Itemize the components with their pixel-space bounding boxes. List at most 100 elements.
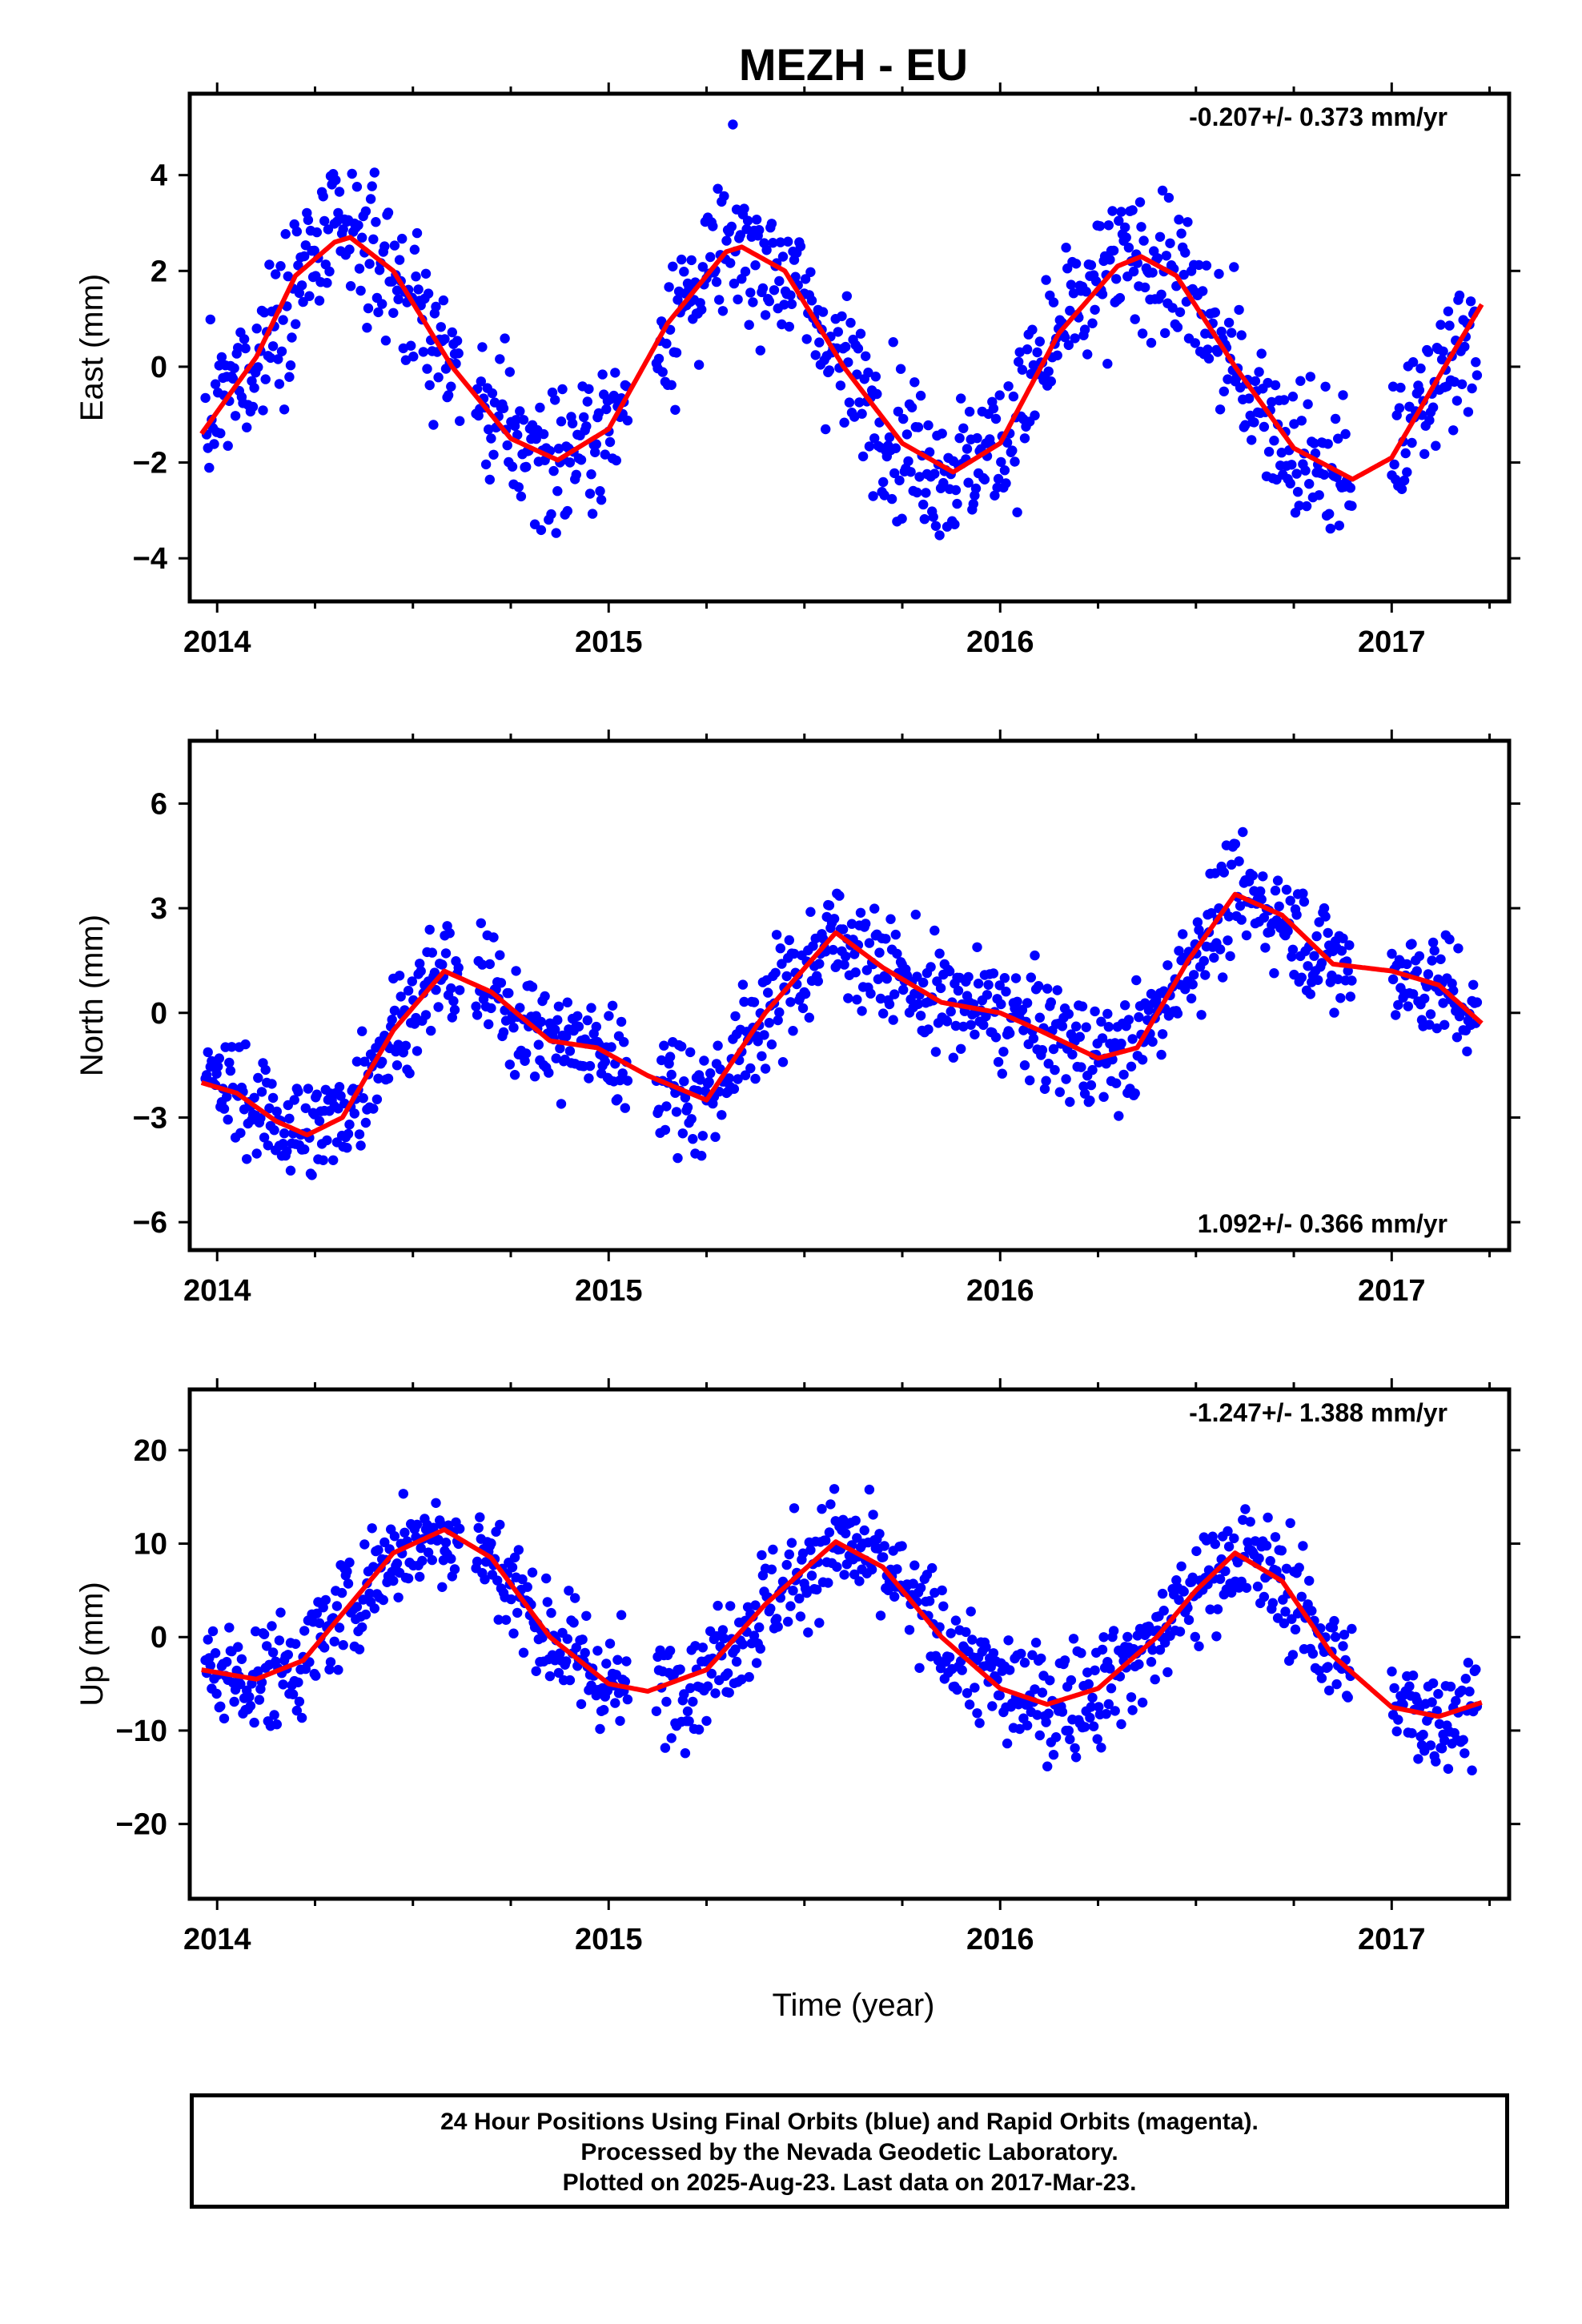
data-point bbox=[972, 1708, 982, 1719]
data-point bbox=[881, 934, 891, 944]
rate-label: 1.092+/- 0.366 mm/yr bbox=[1198, 1209, 1447, 1238]
data-point bbox=[416, 966, 426, 976]
data-point bbox=[1030, 950, 1040, 961]
data-point bbox=[884, 432, 895, 443]
data-point bbox=[1330, 413, 1341, 424]
data-point bbox=[794, 1593, 805, 1604]
data-point bbox=[359, 1539, 370, 1550]
data-point bbox=[1103, 1022, 1114, 1032]
data-point bbox=[839, 1570, 849, 1580]
data-point bbox=[824, 365, 835, 376]
data-point bbox=[1402, 467, 1412, 477]
data-point bbox=[242, 422, 252, 432]
data-point bbox=[1110, 1706, 1120, 1716]
data-point bbox=[260, 1064, 271, 1076]
data-point bbox=[673, 295, 683, 305]
data-point bbox=[440, 334, 450, 344]
data-point bbox=[1065, 1096, 1075, 1108]
data-point bbox=[394, 971, 405, 981]
data-point bbox=[263, 1140, 273, 1151]
data-point bbox=[1290, 1624, 1301, 1634]
data-point bbox=[496, 978, 507, 988]
data-point bbox=[1407, 939, 1417, 949]
data-point bbox=[407, 976, 417, 987]
data-point bbox=[948, 1052, 959, 1063]
plot-frame bbox=[187, 91, 1512, 604]
data-point bbox=[471, 1001, 481, 1011]
data-point bbox=[422, 364, 432, 374]
data-point bbox=[1263, 377, 1273, 388]
data-point bbox=[1090, 304, 1100, 315]
data-point bbox=[1061, 243, 1071, 253]
data-point bbox=[331, 1601, 343, 1611]
data-point bbox=[892, 1564, 902, 1574]
data-point bbox=[803, 1627, 813, 1638]
data-point bbox=[411, 271, 421, 282]
data-point bbox=[595, 1723, 605, 1735]
data-point bbox=[1172, 322, 1183, 332]
data-point bbox=[1303, 399, 1313, 409]
data-point bbox=[274, 379, 285, 389]
data-point bbox=[1223, 317, 1235, 328]
data-point bbox=[1241, 930, 1252, 941]
data-point bbox=[267, 1079, 277, 1089]
data-point bbox=[686, 255, 697, 266]
x-tick-label: 2016 bbox=[966, 625, 1034, 659]
data-point bbox=[1017, 364, 1028, 375]
data-point bbox=[739, 203, 749, 214]
data-point bbox=[247, 401, 259, 412]
data-point bbox=[950, 485, 962, 496]
data-point bbox=[751, 1658, 762, 1668]
data-point bbox=[495, 354, 505, 364]
data-point bbox=[584, 489, 596, 499]
data-point bbox=[504, 987, 514, 999]
data-point bbox=[915, 390, 926, 401]
data-point bbox=[1077, 1001, 1088, 1011]
data-point bbox=[249, 1717, 259, 1728]
data-point bbox=[1400, 448, 1411, 459]
data-point bbox=[269, 1710, 279, 1720]
data-point bbox=[235, 1128, 246, 1139]
data-point bbox=[1171, 1575, 1182, 1586]
data-point bbox=[981, 1642, 991, 1653]
data-point bbox=[1311, 931, 1322, 942]
data-point bbox=[1174, 946, 1184, 956]
data-point bbox=[488, 932, 499, 943]
data-point bbox=[1289, 969, 1299, 980]
data-point bbox=[915, 1582, 926, 1594]
data-point bbox=[1130, 1088, 1140, 1099]
data-point bbox=[389, 1005, 400, 1016]
data-point bbox=[964, 406, 975, 417]
data-point bbox=[498, 1027, 509, 1038]
data-point bbox=[987, 1701, 998, 1711]
data-point bbox=[601, 1659, 612, 1669]
data-point bbox=[912, 971, 922, 982]
data-point bbox=[1211, 1631, 1222, 1642]
data-point bbox=[717, 1625, 729, 1635]
data-point bbox=[334, 187, 345, 197]
data-point bbox=[262, 1641, 272, 1651]
data-point bbox=[1227, 328, 1237, 338]
data-point bbox=[486, 1003, 496, 1014]
data-point bbox=[1209, 952, 1219, 963]
data-point bbox=[890, 929, 901, 940]
data-point bbox=[314, 1116, 325, 1127]
data-point bbox=[1314, 1666, 1324, 1676]
data-point bbox=[1460, 1748, 1470, 1759]
data-point bbox=[1096, 1016, 1106, 1027]
data-point bbox=[665, 1051, 676, 1062]
data-point bbox=[685, 1047, 696, 1058]
data-point bbox=[507, 1562, 518, 1573]
data-point bbox=[1300, 465, 1311, 476]
data-point bbox=[1163, 192, 1174, 203]
data-point bbox=[328, 1155, 339, 1166]
data-point bbox=[552, 486, 563, 497]
data-point bbox=[1456, 379, 1468, 389]
data-point bbox=[878, 476, 889, 488]
data-point bbox=[748, 297, 758, 308]
data-point bbox=[512, 429, 523, 440]
data-point bbox=[795, 241, 806, 251]
data-point bbox=[476, 918, 486, 929]
data-point bbox=[974, 1718, 985, 1728]
plot-frame bbox=[187, 1387, 1512, 1901]
